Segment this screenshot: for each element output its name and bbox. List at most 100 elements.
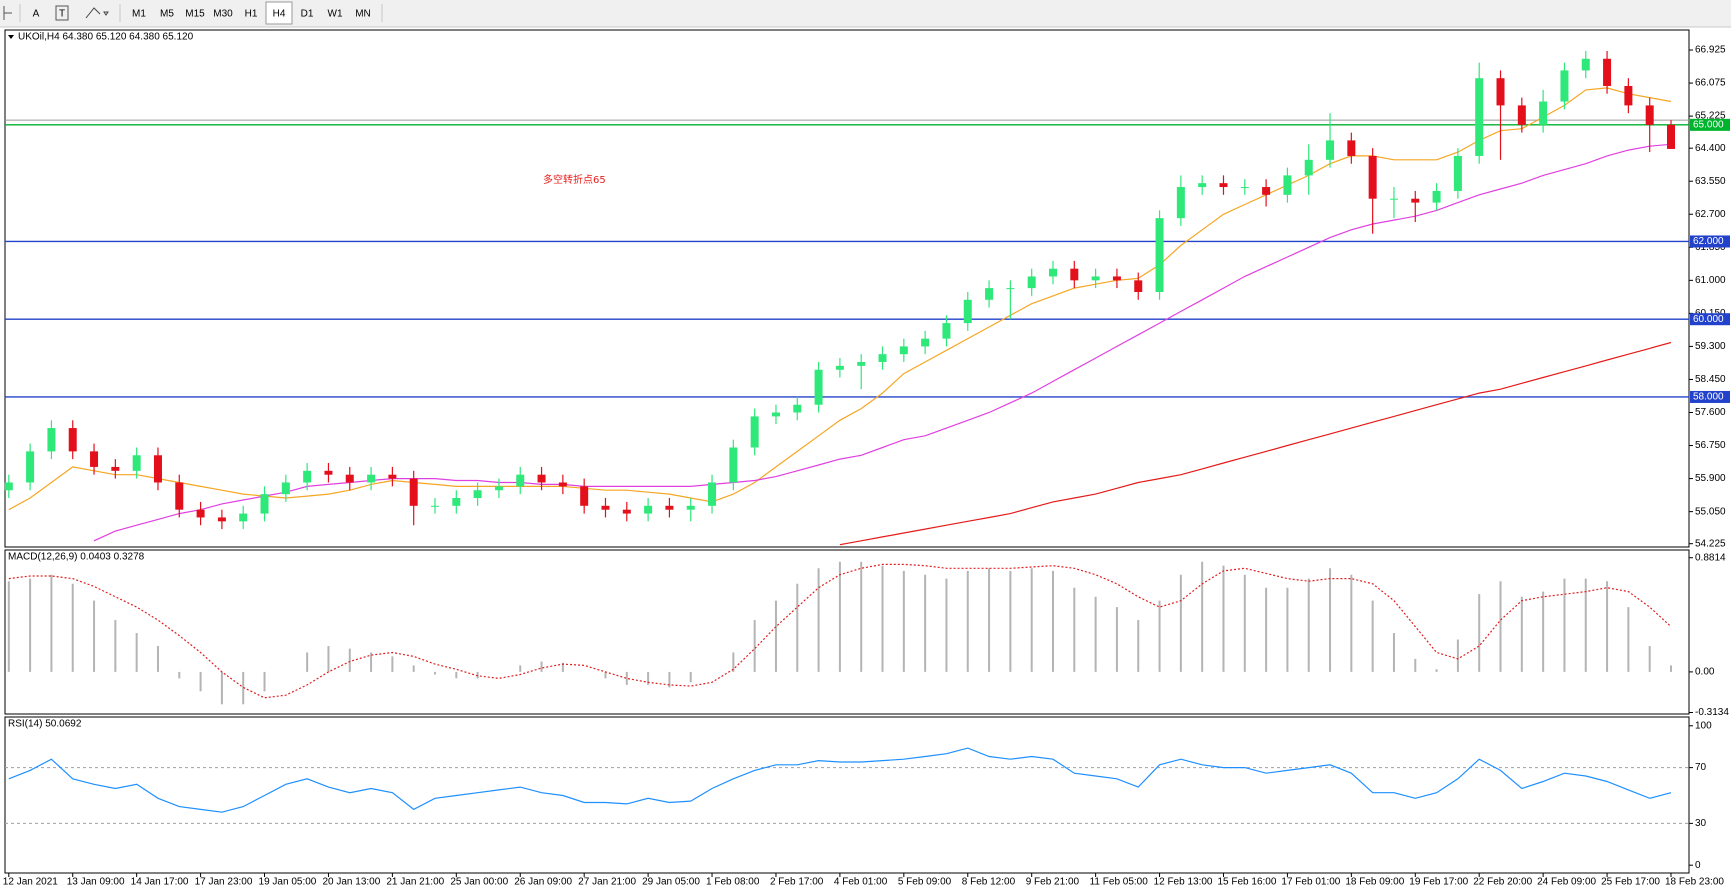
candle-body	[345, 474, 354, 483]
y-tick-label: -0.3134	[1695, 707, 1729, 718]
candle-body	[516, 474, 525, 487]
candle-body	[175, 482, 184, 510]
x-tick-label: 11 Feb 05:00	[1090, 877, 1149, 887]
x-tick-label: 25 Jan 00:00	[450, 877, 508, 887]
x-tick-label: 12 Jan 2021	[3, 877, 58, 887]
candle-body	[239, 513, 248, 522]
candle-body	[153, 455, 162, 483]
candle-body	[729, 447, 738, 483]
candle-body	[1006, 288, 1015, 290]
candle-body	[1389, 198, 1398, 200]
candle-body	[1240, 187, 1249, 189]
y-tick-label: 61.000	[1695, 275, 1726, 286]
candle-body	[1304, 159, 1313, 176]
candle-body	[90, 451, 99, 467]
candle-body	[324, 470, 333, 475]
candle-body	[1560, 70, 1569, 102]
candle-body	[132, 455, 141, 471]
timeframe-button[interactable]: W1	[328, 9, 343, 20]
level-label-box	[1690, 313, 1730, 326]
level-label: 60.000	[1693, 314, 1724, 325]
timeframe-button[interactable]: M1	[132, 9, 146, 20]
candle-body	[1496, 78, 1505, 106]
x-tick-label: 19 Jan 05:00	[259, 877, 317, 887]
candle-body	[537, 474, 546, 483]
candle-body	[1027, 276, 1036, 289]
x-tick-label: 4 Feb 01:00	[834, 877, 888, 887]
candle-body	[1347, 140, 1356, 156]
y-tick-label: 57.600	[1695, 407, 1726, 418]
candle-body	[985, 288, 994, 300]
y-tick-label: 54.225	[1695, 538, 1726, 549]
y-tick-label: 59.300	[1695, 341, 1726, 352]
candle-body	[1112, 276, 1121, 281]
candle-body	[1070, 268, 1079, 281]
moving-average	[839, 341, 1672, 546]
candle-body	[1326, 140, 1335, 160]
candle-body	[1262, 187, 1271, 195]
candle-body	[4, 482, 13, 491]
candle-body	[26, 451, 35, 483]
x-tick-label: 1 Feb 08:00	[706, 877, 760, 887]
x-tick-label: 17 Jan 23:00	[195, 877, 253, 887]
candle-body	[1411, 198, 1420, 203]
candle-body	[68, 428, 77, 452]
candle-body	[1219, 183, 1228, 188]
x-tick-label: 12 Feb 13:00	[1154, 877, 1213, 887]
candle-body	[665, 505, 674, 510]
candle-body	[431, 505, 440, 507]
tool-button[interactable]: A	[33, 9, 40, 20]
candle-body	[878, 354, 887, 362]
crosshair-icon[interactable]	[3, 6, 12, 20]
candle-body	[47, 428, 56, 452]
draw-tool-icon[interactable]	[85, 7, 109, 19]
level-label: 58.000	[1693, 392, 1724, 403]
active-button-frame	[265, 1, 293, 25]
candle-body	[622, 509, 631, 514]
x-tick-label: 18 Feb 09:00	[1345, 877, 1404, 887]
timeframe-button[interactable]: H1	[245, 9, 258, 20]
panel-frame	[4, 549, 1690, 715]
candle-body	[196, 509, 205, 518]
timeframe-button[interactable]: M5	[160, 9, 174, 20]
timeframe-button[interactable]: M30	[213, 9, 233, 20]
candle-body	[1453, 155, 1462, 191]
x-tick-label: 26 Jan 09:00	[514, 877, 572, 887]
y-tick-label: 0.8814	[1695, 552, 1726, 563]
candle-body	[1624, 85, 1633, 106]
x-tick-label: 14 Jan 17:00	[131, 877, 189, 887]
candle-body	[1603, 58, 1612, 86]
tool-button[interactable]: T	[59, 9, 65, 20]
y-tick-label: 58.450	[1695, 374, 1726, 385]
candle-body	[303, 470, 312, 483]
timeframe-button[interactable]: H4	[273, 9, 286, 20]
candle-body	[771, 412, 780, 417]
candle-body	[1198, 183, 1207, 188]
candle-body	[1176, 187, 1185, 219]
timeframe-button[interactable]: M15	[185, 9, 205, 20]
candle-body	[1134, 280, 1143, 292]
x-tick-label: 25 Feb 17:00	[1601, 877, 1660, 887]
candle-body	[217, 517, 226, 522]
y-tick-label: 66.925	[1695, 45, 1726, 56]
moving-average	[93, 143, 1672, 542]
candle-body	[1049, 268, 1058, 277]
level-label-box	[1690, 390, 1730, 403]
x-tick-label: 29 Jan 05:00	[642, 877, 700, 887]
x-tick-label: 19 Feb 17:00	[1409, 877, 1468, 887]
candle-body	[452, 498, 461, 506]
candle-body	[686, 505, 695, 510]
tool-frame	[55, 5, 69, 21]
y-tick-label: 30	[1695, 818, 1707, 829]
timeframe-button[interactable]: MN	[355, 9, 371, 20]
candle-body	[644, 505, 653, 514]
candle-body	[1432, 190, 1441, 203]
candle-body	[963, 299, 972, 324]
x-tick-label: 22 Feb 20:00	[1473, 877, 1532, 887]
candle-body	[814, 369, 823, 405]
timeframe-button[interactable]: D1	[301, 9, 314, 20]
candle-body	[1539, 101, 1548, 125]
icon-shape	[3, 6, 12, 20]
candle-body	[260, 494, 269, 514]
